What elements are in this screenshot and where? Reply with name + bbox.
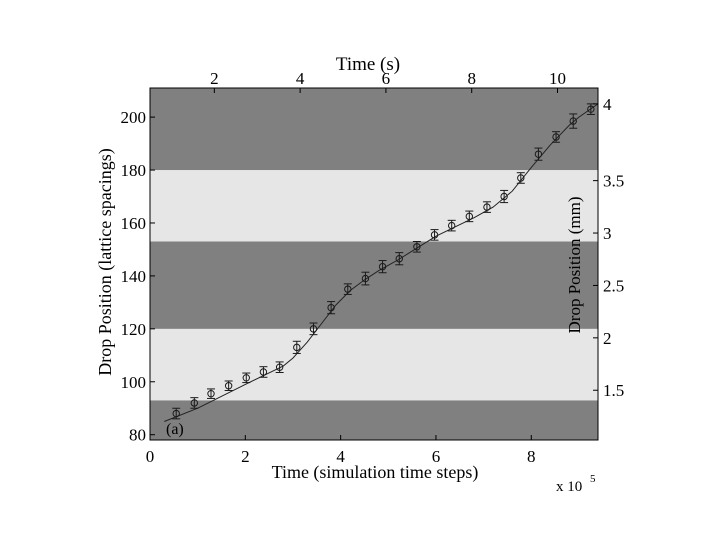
band-1 bbox=[150, 328, 598, 401]
band-0 bbox=[150, 400, 598, 440]
chart-title: Time (s) bbox=[336, 54, 400, 75]
data-point-23 bbox=[569, 113, 578, 129]
marker-10 bbox=[344, 285, 352, 293]
right-tick-label-3: 3 bbox=[603, 224, 612, 243]
marker-11 bbox=[361, 274, 370, 283]
x-tick-label-3: 6 bbox=[432, 447, 441, 466]
top-tick-label-1: 4 bbox=[296, 69, 305, 88]
right-tick-label-5: 4 bbox=[603, 95, 612, 114]
x-tick-label-1: 2 bbox=[241, 447, 250, 466]
data-point-17 bbox=[465, 210, 474, 223]
data-point-11 bbox=[361, 271, 370, 286]
y-tick-label-0: 80 bbox=[129, 426, 146, 445]
marker-24 bbox=[587, 105, 595, 113]
x-axis-multiplier-base: x 10 bbox=[556, 479, 582, 495]
x-axis-multiplier-exponent: 5 bbox=[590, 473, 596, 485]
marker-3 bbox=[224, 382, 233, 390]
marker-19 bbox=[500, 192, 508, 201]
data-point-18 bbox=[482, 201, 491, 213]
data-point-13 bbox=[395, 252, 404, 266]
right-tick-label-0: 1.5 bbox=[603, 381, 624, 400]
x-tick-label-4: 8 bbox=[527, 447, 536, 466]
plot-frame bbox=[149, 87, 599, 441]
marker-21 bbox=[534, 150, 543, 158]
top-tick-label-0: 2 bbox=[210, 69, 219, 88]
marker-6 bbox=[275, 363, 284, 371]
marker-0 bbox=[172, 409, 180, 418]
marker-23 bbox=[569, 117, 577, 125]
marker-8 bbox=[309, 325, 318, 333]
panel-annotation: (a) bbox=[166, 421, 184, 438]
y-tick-label-3: 140 bbox=[121, 267, 147, 286]
data-point-3 bbox=[224, 380, 233, 392]
data-point-5 bbox=[259, 366, 268, 378]
data-point-14 bbox=[412, 241, 421, 253]
data-point-16 bbox=[447, 219, 456, 232]
marker-4 bbox=[242, 374, 250, 382]
y-tick-label-2: 120 bbox=[121, 320, 147, 339]
marker-7 bbox=[293, 343, 301, 352]
marker-14 bbox=[413, 243, 421, 251]
x-axis-multiplier: x 10 bbox=[556, 479, 582, 495]
marker-1 bbox=[190, 399, 199, 407]
right-tick-label-4: 3.5 bbox=[603, 172, 624, 191]
top-tick-label-3: 8 bbox=[467, 69, 476, 88]
data-point-12 bbox=[378, 260, 387, 274]
x-axis-label: Time (simulation time steps) bbox=[272, 462, 479, 483]
band-3 bbox=[150, 170, 598, 242]
data-point-15 bbox=[430, 229, 439, 241]
marker-20 bbox=[517, 174, 525, 182]
marker-2 bbox=[207, 389, 215, 398]
right-tick-label-2: 2.5 bbox=[603, 276, 624, 295]
y-axis-label: Drop Position (lattice spacings) bbox=[95, 148, 116, 375]
x-tick-label-0: 0 bbox=[146, 447, 155, 466]
marker-22 bbox=[552, 133, 560, 141]
data-point-6 bbox=[275, 361, 284, 374]
data-point-7 bbox=[292, 340, 301, 354]
data-point-22 bbox=[552, 131, 561, 143]
band-4 bbox=[150, 88, 598, 171]
marker-17 bbox=[465, 212, 474, 221]
data-point-19 bbox=[500, 189, 509, 204]
data-point-1 bbox=[190, 397, 199, 409]
background-bands bbox=[150, 88, 598, 440]
data-point-2 bbox=[207, 388, 216, 399]
y-tick-label-6: 200 bbox=[121, 108, 147, 127]
marker-12 bbox=[378, 262, 387, 271]
data-point-10 bbox=[343, 283, 352, 295]
tick-labels: 0 2 4 6 8 80 100 120 140 160 180 200 2 4 6 8 10 1.5 2 2.5 3 3… bbox=[121, 69, 625, 466]
marker-15 bbox=[430, 231, 439, 239]
data-point-8 bbox=[309, 322, 318, 336]
x-tick-label-2: 4 bbox=[336, 447, 345, 466]
y-tick-label-4: 160 bbox=[121, 214, 147, 233]
data-points bbox=[172, 103, 595, 420]
axes bbox=[149, 87, 599, 441]
marker-5 bbox=[259, 368, 268, 376]
marker-13 bbox=[395, 255, 403, 263]
data-point-0 bbox=[172, 407, 181, 420]
marker-18 bbox=[483, 203, 491, 211]
data-point-9 bbox=[327, 301, 336, 315]
top-tick-label-2: 6 bbox=[382, 69, 391, 88]
data-point-24 bbox=[586, 103, 595, 115]
top-tick-label-4: 10 bbox=[549, 69, 566, 88]
y-tick-label-5: 180 bbox=[121, 161, 147, 180]
band-2 bbox=[150, 241, 598, 329]
data-point-4 bbox=[242, 372, 251, 384]
data-point-20 bbox=[516, 172, 525, 184]
right-tick-label-1: 2 bbox=[603, 329, 612, 348]
marker-16 bbox=[447, 221, 456, 230]
data-point-21 bbox=[534, 147, 543, 161]
marker-9 bbox=[327, 303, 335, 312]
y-tick-label-1: 100 bbox=[121, 373, 147, 392]
y-axis-label-right: Drop Position (mm) bbox=[565, 197, 584, 334]
